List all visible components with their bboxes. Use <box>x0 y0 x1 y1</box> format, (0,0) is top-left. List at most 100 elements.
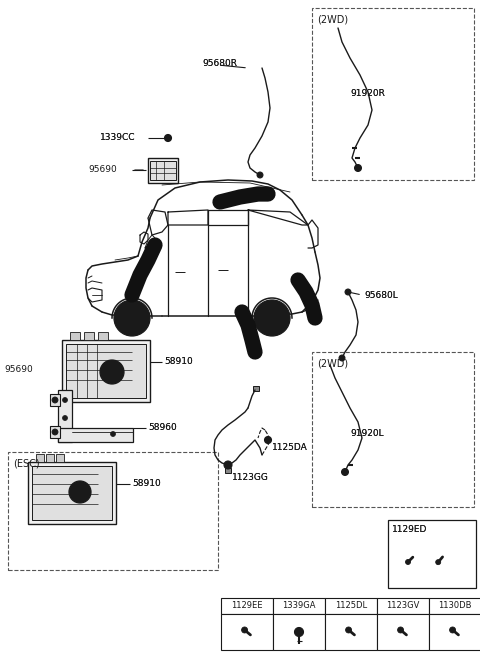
Bar <box>273 614 325 650</box>
Circle shape <box>346 627 351 633</box>
Circle shape <box>224 461 232 469</box>
Circle shape <box>69 481 91 503</box>
Text: 1123GG: 1123GG <box>232 474 269 483</box>
Text: 91920L: 91920L <box>350 430 384 438</box>
Circle shape <box>339 355 345 361</box>
Circle shape <box>268 314 276 322</box>
Bar <box>46 454 54 462</box>
Circle shape <box>226 463 230 467</box>
Circle shape <box>128 314 136 322</box>
Text: 1129ED: 1129ED <box>392 525 427 534</box>
Circle shape <box>100 360 124 384</box>
Bar <box>221 614 273 650</box>
Bar <box>325 614 377 650</box>
Text: 1339CC: 1339CC <box>100 134 135 143</box>
Circle shape <box>436 559 441 565</box>
Circle shape <box>74 486 86 498</box>
Circle shape <box>262 308 282 328</box>
Circle shape <box>295 627 303 637</box>
Text: 58960: 58960 <box>148 424 177 432</box>
Bar <box>36 454 44 462</box>
Circle shape <box>62 415 68 421</box>
Circle shape <box>52 429 58 435</box>
Circle shape <box>122 308 142 328</box>
Circle shape <box>406 559 410 565</box>
Circle shape <box>450 627 456 633</box>
Text: 1339CC: 1339CC <box>100 134 135 143</box>
Bar <box>273 598 325 614</box>
Text: 1123GG: 1123GG <box>232 474 269 483</box>
Circle shape <box>241 627 248 633</box>
Text: 95690: 95690 <box>4 365 33 375</box>
Text: 1130DB: 1130DB <box>438 601 472 610</box>
Text: (2WD): (2WD) <box>317 15 348 25</box>
Text: 1129ED: 1129ED <box>392 525 427 534</box>
Text: 95680R: 95680R <box>202 58 237 67</box>
Bar <box>312 352 474 507</box>
Circle shape <box>257 172 263 178</box>
Bar <box>58 428 133 442</box>
Text: (2WD): (2WD) <box>317 359 348 369</box>
Bar <box>62 340 150 402</box>
Bar <box>253 386 259 391</box>
Text: 58910: 58910 <box>164 358 193 367</box>
Bar <box>377 614 429 650</box>
Circle shape <box>167 136 169 140</box>
Bar <box>70 332 80 340</box>
Text: 95680R: 95680R <box>202 58 237 67</box>
Text: 95680L: 95680L <box>364 291 398 299</box>
Circle shape <box>264 436 272 443</box>
Bar <box>429 614 480 650</box>
Circle shape <box>105 365 119 379</box>
Text: 1123GV: 1123GV <box>386 601 420 610</box>
Circle shape <box>254 300 290 336</box>
Bar <box>98 332 108 340</box>
Circle shape <box>109 369 115 375</box>
Circle shape <box>397 627 404 633</box>
Text: 95690: 95690 <box>88 166 117 174</box>
Text: 1125DA: 1125DA <box>272 443 308 453</box>
Circle shape <box>77 489 83 495</box>
Bar <box>28 462 116 524</box>
Circle shape <box>345 289 351 295</box>
Bar <box>58 390 72 442</box>
Text: 58960: 58960 <box>148 424 177 432</box>
Text: 91920L: 91920L <box>350 430 384 438</box>
Text: 91920R: 91920R <box>350 88 385 98</box>
Bar <box>388 520 476 588</box>
Bar <box>325 598 377 614</box>
Text: 91920R: 91920R <box>350 88 385 98</box>
Bar <box>50 394 60 406</box>
Circle shape <box>165 134 171 141</box>
Bar <box>312 8 474 180</box>
Bar <box>150 161 176 180</box>
Bar <box>50 426 60 438</box>
Text: 1125DL: 1125DL <box>335 601 367 610</box>
Text: (ESC): (ESC) <box>13 459 40 469</box>
Text: 1125DA: 1125DA <box>272 443 308 453</box>
Bar <box>56 454 64 462</box>
Text: 1339GA: 1339GA <box>282 601 316 610</box>
Circle shape <box>62 398 68 403</box>
Circle shape <box>297 630 301 634</box>
Circle shape <box>355 164 361 172</box>
Bar <box>66 344 146 398</box>
Circle shape <box>110 432 116 436</box>
Text: 58910: 58910 <box>164 358 193 367</box>
Text: 58910: 58910 <box>132 479 161 489</box>
Circle shape <box>266 438 269 441</box>
Text: 1129EE: 1129EE <box>231 601 263 610</box>
Bar <box>84 332 94 340</box>
Bar <box>429 598 480 614</box>
Text: 95680L: 95680L <box>364 291 398 299</box>
Bar <box>32 466 112 520</box>
Bar <box>8 452 218 570</box>
Bar <box>148 158 178 183</box>
Circle shape <box>341 468 348 476</box>
Circle shape <box>52 397 58 403</box>
Bar <box>377 598 429 614</box>
Bar <box>221 598 273 614</box>
Text: 58910: 58910 <box>132 479 161 489</box>
Circle shape <box>114 300 150 336</box>
Bar <box>225 468 231 473</box>
